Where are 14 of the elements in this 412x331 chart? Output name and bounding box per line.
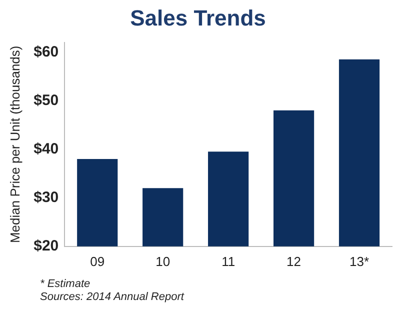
y-tick-label: $20 xyxy=(34,238,59,255)
y-tick-label: $50 xyxy=(34,92,59,109)
text: * Estimate xyxy=(40,278,92,291)
x-tick-label: 13* xyxy=(349,254,370,269)
x-tick-label: 09 xyxy=(90,254,105,269)
source-note: Sources: 2014 Annual Report xyxy=(40,291,186,304)
y-axis-title: Median Price per Unit (thousands) xyxy=(7,46,22,244)
chart-title: Sales Trends xyxy=(130,5,266,30)
y-tick-label: $30 xyxy=(34,188,59,206)
x-tick-label: 10 xyxy=(156,254,170,269)
y-tick-label: $60 xyxy=(34,43,59,60)
y-tick-label: $40 xyxy=(34,140,59,158)
x-tick-label: 11 xyxy=(222,254,236,269)
x-tick-label: 12 xyxy=(286,254,302,269)
